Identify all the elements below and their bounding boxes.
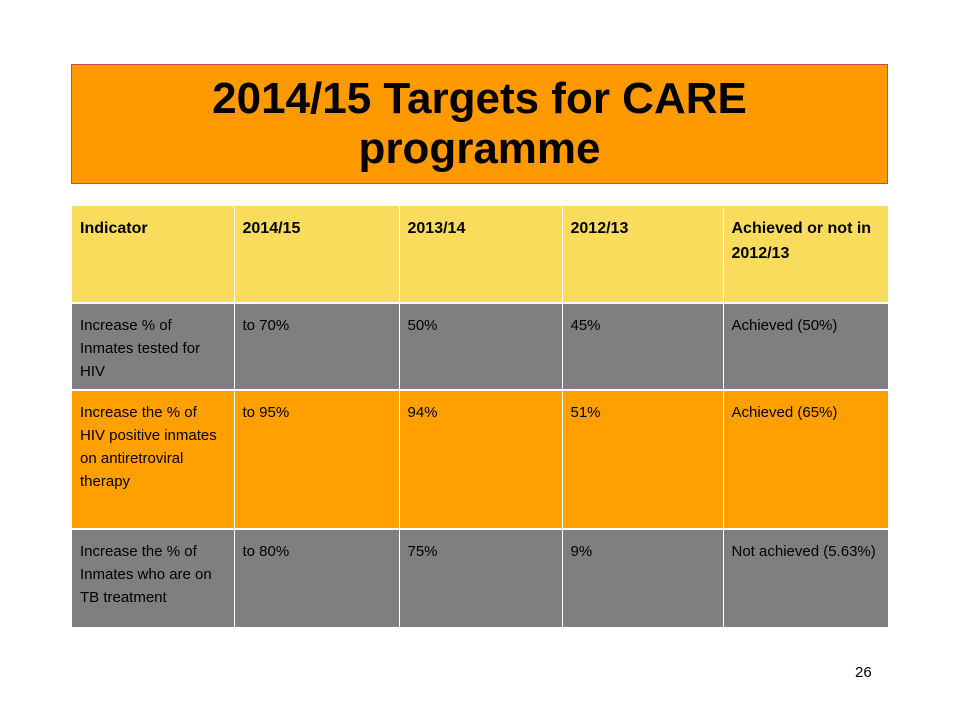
table-row: Increase the % of HIV positive inmates o… [72,389,888,529]
table-header-row: Indicator 2014/15 2013/14 2012/13 Achiev… [72,206,888,303]
targets-table: Indicator 2014/15 2013/14 2012/13 Achiev… [72,206,888,627]
cell-target-2014-15: to 95% [233,389,399,529]
header-2012-13: 2012/13 [561,206,723,303]
cell-value-2012-13: 45% [561,302,723,390]
cell-value-2013-14: 75% [398,528,562,627]
slide-title-box: 2014/15 Targets for CARE programme [71,64,888,184]
header-indicator: Indicator [72,206,234,303]
page-number: 26 [855,664,872,681]
cell-value-2013-14: 94% [398,389,562,529]
cell-achieved: Not achieved (5.63%) [722,528,888,627]
cell-achieved: Achieved (50%) [722,302,888,390]
header-achieved: Achieved or not in 2012/13 [722,206,888,303]
cell-value-2012-13: 51% [561,389,723,529]
cell-value-2013-14: 50% [398,302,562,390]
cell-indicator: Increase the % of Inmates who are on TB … [72,528,234,627]
header-2014-15: 2014/15 [233,206,399,303]
cell-target-2014-15: to 80% [233,528,399,627]
slide-title: 2014/15 Targets for CARE programme [212,74,747,173]
table-row: Increase the % of Inmates who are on TB … [72,528,888,627]
cell-value-2012-13: 9% [561,528,723,627]
cell-target-2014-15: to 70% [233,302,399,390]
cell-indicator: Increase the % of HIV positive inmates o… [72,389,234,529]
table-row: Increase % of Inmates tested for HIV to … [72,302,888,390]
cell-achieved: Achieved (65%) [722,389,888,529]
header-2013-14: 2013/14 [398,206,562,303]
cell-indicator: Increase % of Inmates tested for HIV [72,302,234,390]
